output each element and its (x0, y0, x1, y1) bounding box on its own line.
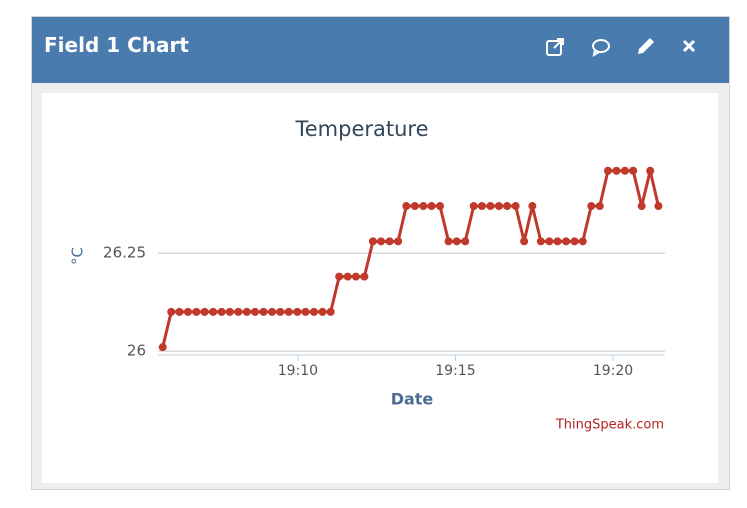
open-icon[interactable] (546, 38, 564, 56)
data-point (394, 237, 403, 246)
y-tick-label: 26.25 (103, 244, 146, 262)
data-point (629, 166, 638, 175)
data-point (427, 202, 436, 211)
data-point (503, 202, 512, 211)
data-point (562, 237, 571, 246)
data-point (251, 307, 260, 316)
data-point (511, 202, 520, 211)
data-point (259, 307, 268, 316)
data-point (620, 166, 629, 175)
data-point (545, 237, 554, 246)
x-tick-label: 19:10 (278, 363, 318, 379)
chart-title: Temperature (294, 117, 428, 141)
data-point (436, 202, 445, 211)
series-line (161, 169, 660, 348)
data-point (469, 202, 478, 211)
chart-area (42, 93, 718, 483)
data-point (520, 237, 529, 246)
data-point (309, 307, 318, 316)
header: Field 1 Chart (32, 17, 729, 83)
comment-icon[interactable] (592, 39, 610, 58)
data-point (368, 237, 377, 246)
data-point (595, 202, 604, 211)
data-point (268, 307, 277, 316)
data-point (234, 307, 243, 316)
data-point (461, 237, 470, 246)
y-axis-label: °C (69, 247, 87, 265)
credit: ThingSpeak.com (555, 418, 664, 433)
data-point (402, 202, 411, 211)
data-point (587, 202, 596, 211)
data-point (419, 202, 428, 211)
data-point (494, 202, 503, 211)
data-point (192, 307, 201, 316)
data-point (225, 307, 234, 316)
data-point (158, 343, 167, 352)
x-axis-label: Date (391, 390, 434, 409)
edit-icon[interactable] (638, 38, 654, 54)
data-point (326, 307, 335, 316)
data-point (335, 272, 344, 281)
data-point (385, 237, 394, 246)
header-title: Field 1 Chart (44, 33, 189, 57)
data-point (410, 202, 419, 211)
data-point (637, 202, 646, 211)
data-point (360, 272, 369, 281)
data-point (646, 166, 655, 175)
data-point (570, 237, 579, 246)
toolbar (546, 38, 696, 58)
data-point (242, 307, 251, 316)
x-tick-label: 19:20 (593, 363, 633, 379)
data-point (486, 202, 495, 211)
data-point (209, 307, 218, 316)
data-point (444, 237, 453, 246)
data-point (318, 307, 327, 316)
close-icon[interactable] (682, 39, 696, 53)
data-point (284, 307, 293, 316)
data-point (200, 307, 209, 316)
x-tick-label: 19:15 (435, 363, 475, 379)
data-point (183, 307, 192, 316)
data-point (301, 307, 310, 316)
data-point (477, 202, 486, 211)
data-point (452, 237, 461, 246)
data-point (654, 202, 663, 211)
data-point (603, 166, 612, 175)
data-point (536, 237, 545, 246)
data-point (528, 202, 537, 211)
data-point (167, 307, 176, 316)
data-point (612, 166, 621, 175)
data-point (377, 237, 386, 246)
data-point (553, 237, 562, 246)
data-point (217, 307, 226, 316)
data-point (343, 272, 352, 281)
data-point (175, 307, 184, 316)
data-point (578, 237, 587, 246)
data-point (293, 307, 302, 316)
data-point (351, 272, 360, 281)
data-point (276, 307, 285, 316)
y-tick-label: 26 (127, 342, 146, 360)
